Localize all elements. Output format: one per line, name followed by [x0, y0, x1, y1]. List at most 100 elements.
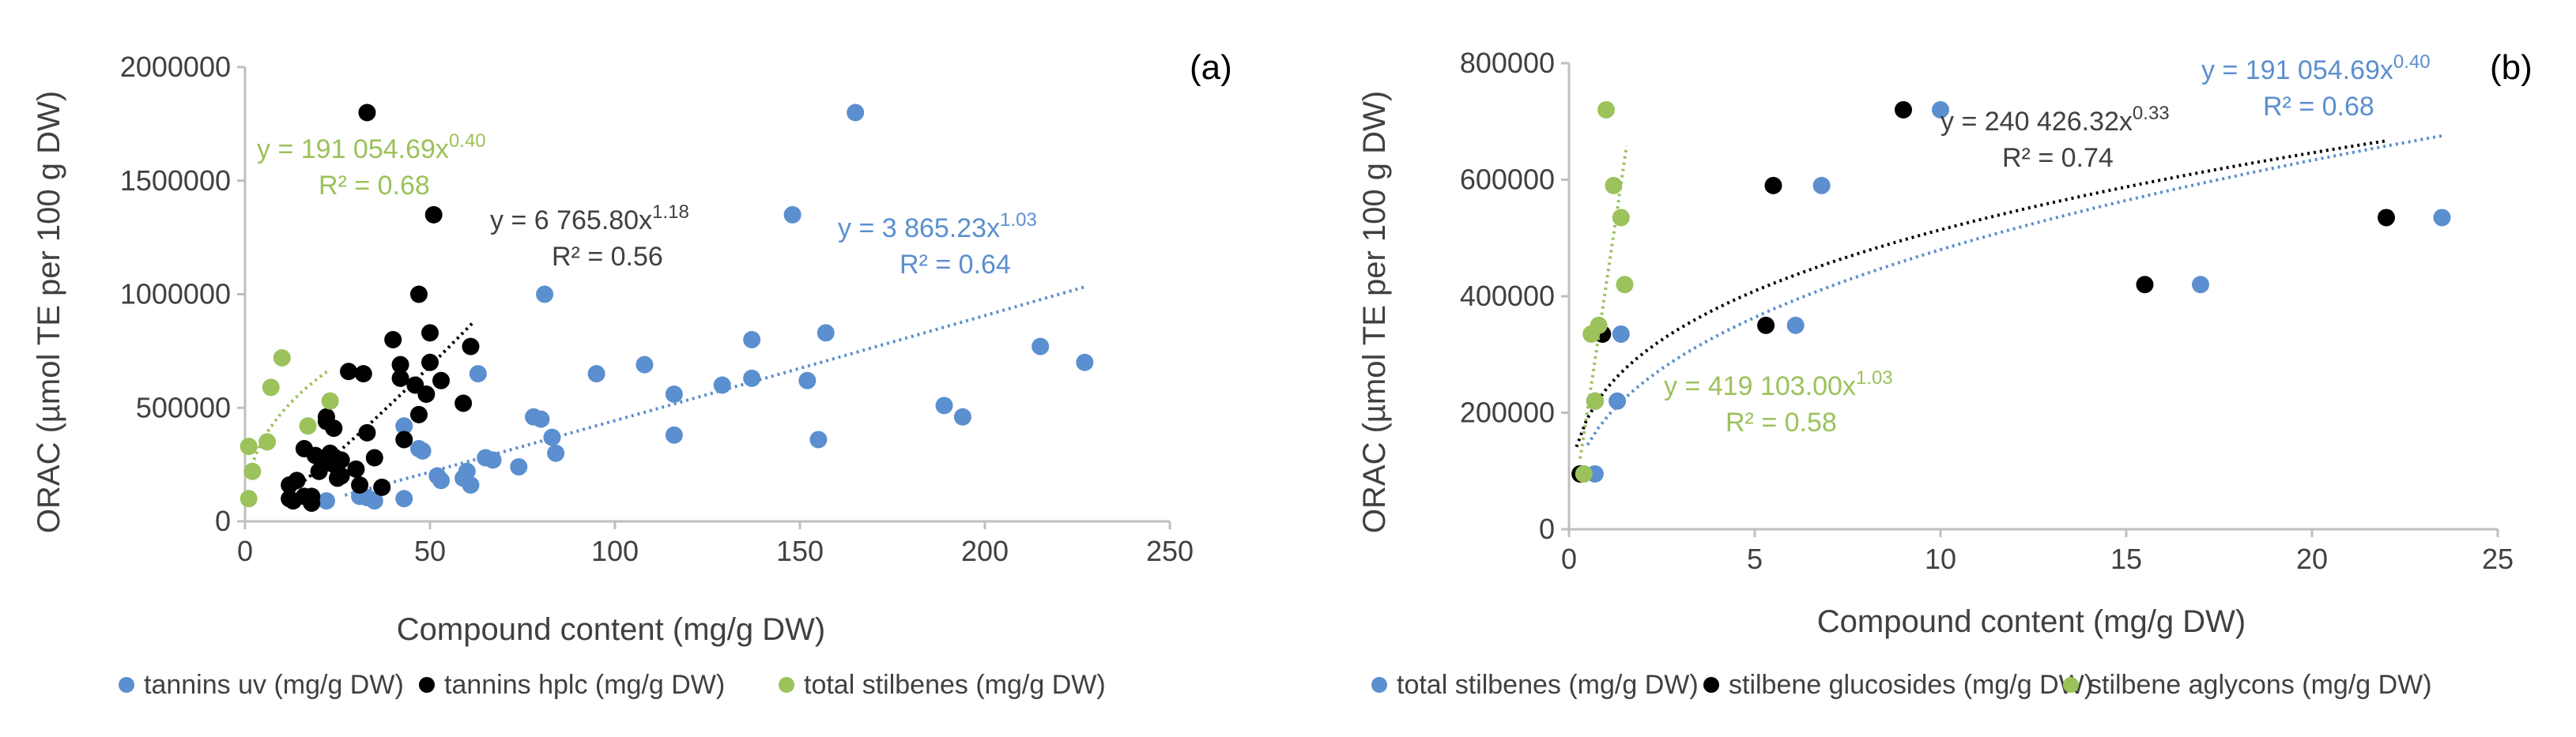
fit-equation: y = 3 865.23x1.03 [838, 209, 1037, 243]
x-tick-label: 0 [237, 535, 253, 567]
data-point-blue [485, 451, 502, 468]
fit-r-squared: R² = 0.68 [319, 171, 430, 201]
fit-equation: y = 240 426.32x0.33 [1940, 103, 2170, 137]
data-point-black [366, 449, 383, 467]
data-point-black [289, 472, 306, 489]
chart-panel-a: (a) ORAC (µmol TE per 100 g DW) Compound… [32, 48, 1232, 700]
data-point-green [1597, 101, 1615, 118]
trendline-blue [345, 287, 1084, 495]
data-point-black [1765, 177, 1782, 194]
data-point-blue [462, 476, 479, 494]
legend-entry: tannins uv (mg/g DW) [144, 670, 404, 700]
data-point-black [340, 363, 357, 380]
panel-b-x-axis-title: Compound content (mg/g DW) [1817, 604, 2246, 639]
legend-marker [1371, 677, 1387, 693]
data-point-black [454, 395, 472, 412]
data-point-green [1575, 465, 1593, 483]
data-point-blue [432, 472, 450, 489]
data-point-blue [809, 431, 827, 449]
data-point-black [303, 487, 320, 505]
data-point-blue [666, 427, 683, 444]
data-point-black [421, 324, 439, 341]
data-point-black [2137, 276, 2154, 293]
x-tick-label: 150 [776, 535, 824, 567]
data-point-black [417, 385, 435, 403]
x-tick-label: 10 [1925, 543, 1956, 575]
fit-equation: y = 6 765.80x1.18 [490, 201, 689, 235]
data-point-green [1590, 317, 1608, 334]
legend-marker [2063, 677, 2079, 693]
y-tick-label: 0 [1539, 513, 1555, 545]
panel-b-y-axis-title: ORAC (µmol TE per 100 g DW) [1357, 91, 1392, 533]
fit-r-squared: R² = 0.64 [900, 250, 1011, 280]
panel-b-label: (b) [2490, 48, 2533, 87]
legend-entry: stilbene aglycons (mg/g DW) [2088, 670, 2432, 700]
data-point-blue [1609, 393, 1626, 410]
x-tick-label: 100 [591, 535, 639, 567]
panel-a-y-axis-title: ORAC (µmol TE per 100 g DW) [32, 91, 66, 533]
legend-marker [779, 677, 794, 693]
data-point-blue [1813, 177, 1831, 194]
data-point-green [322, 393, 339, 410]
data-point-blue [743, 370, 760, 387]
data-point-green [300, 417, 317, 434]
chart-panel-b: (b) ORAC (µmol TE per 100 g DW) Compound… [1357, 47, 2533, 700]
data-point-black [373, 479, 390, 496]
panel-a-label: (a) [1190, 48, 1232, 87]
data-point-green [1605, 177, 1622, 194]
y-tick-label: 2000000 [120, 51, 231, 83]
data-point-blue [588, 365, 605, 382]
data-point-black [1895, 101, 1912, 118]
data-point-black [347, 461, 364, 478]
data-point-black [410, 286, 428, 303]
y-tick-label: 500000 [136, 391, 231, 423]
y-tick-label: 600000 [1460, 164, 1555, 196]
data-point-black [333, 451, 350, 468]
legend-marker [419, 677, 435, 693]
legend-entry: stilbene glucosides (mg/g DW) [1729, 670, 2093, 700]
data-point-black [325, 419, 342, 437]
data-point-blue [547, 445, 564, 462]
data-point-blue [543, 429, 560, 446]
data-point-blue [954, 408, 971, 426]
data-point-green [1612, 209, 1630, 226]
x-tick-label: 250 [1146, 535, 1194, 567]
data-point-black [421, 354, 439, 371]
data-point-black [1757, 317, 1775, 334]
data-point-black [355, 365, 372, 382]
fit-r-squared: R² = 0.68 [2263, 92, 2374, 122]
legend-marker [1703, 677, 1719, 693]
data-point-green [258, 433, 276, 450]
y-tick-label: 0 [215, 505, 231, 537]
legend-marker [119, 677, 134, 693]
data-point-black [2378, 209, 2395, 226]
data-point-black [462, 338, 479, 355]
fit-r-squared: R² = 0.74 [2002, 143, 2114, 173]
y-tick-label: 1500000 [120, 164, 231, 197]
panel-a-x-axis-title: Compound content (mg/g DW) [397, 612, 825, 647]
data-point-blue [743, 331, 760, 348]
data-point-blue [817, 324, 835, 341]
legend-entry: tannins hplc (mg/g DW) [444, 670, 725, 700]
x-tick-label: 15 [2110, 543, 2142, 575]
legend-entry: total stilbenes (mg/g DW) [1397, 670, 1699, 700]
data-point-black [358, 104, 375, 122]
data-point-black [395, 431, 413, 449]
y-tick-label: 800000 [1460, 47, 1555, 79]
data-point-black [432, 372, 450, 389]
data-point-blue [318, 492, 335, 510]
x-tick-label: 50 [414, 535, 446, 567]
data-point-black [384, 331, 402, 348]
data-point-blue [414, 442, 432, 460]
data-point-blue [536, 286, 553, 303]
fit-equation: y = 191 054.69x0.40 [2201, 51, 2431, 85]
fit-equation: y = 419 103.00x1.03 [1664, 367, 1893, 401]
data-point-green [1616, 276, 1634, 293]
fit-r-squared: R² = 0.58 [1726, 408, 1837, 438]
data-point-blue [798, 372, 816, 389]
data-point-blue [1076, 354, 1093, 371]
data-point-blue [1612, 325, 1630, 343]
data-point-blue [395, 490, 413, 507]
y-tick-label: 200000 [1460, 397, 1555, 429]
data-point-blue [847, 104, 864, 122]
